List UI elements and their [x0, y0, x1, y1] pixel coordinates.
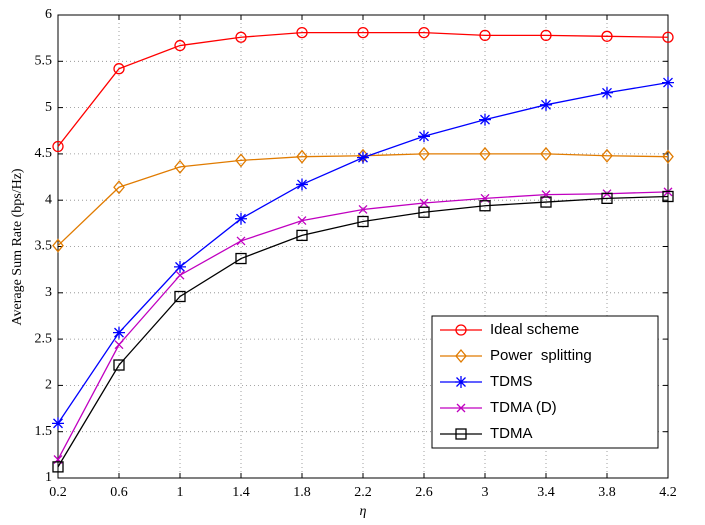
- legend: Ideal scheme Power splitting TDMS TDMA (D) T…: [431, 315, 659, 449]
- marker: [662, 190, 674, 203]
- marker: [418, 130, 430, 143]
- y-tick-label: 6: [45, 7, 52, 22]
- marker: [357, 215, 369, 228]
- marker: [601, 86, 613, 99]
- marker: [601, 148, 613, 163]
- x-tick-label: 0.6: [110, 485, 128, 500]
- marker: [113, 63, 125, 75]
- series-line: [57, 31, 669, 147]
- x-axis-label: η: [360, 504, 367, 519]
- marker: [357, 26, 369, 39]
- marker: [662, 76, 674, 89]
- marker: [113, 180, 125, 195]
- marker: [418, 146, 430, 161]
- marker: [52, 238, 64, 253]
- legend-label: TDMS: [490, 373, 533, 390]
- marker: [540, 98, 552, 111]
- marker: [456, 403, 466, 413]
- marker: [174, 39, 186, 52]
- x-tick-label: 2.6: [415, 485, 433, 500]
- x-tick-label: 1.8: [293, 485, 311, 500]
- marker: [174, 260, 186, 273]
- x-tick-label: 2.2: [354, 485, 372, 500]
- marker: [540, 146, 552, 161]
- marker: [174, 159, 186, 174]
- marker: [479, 113, 491, 126]
- marker: [235, 252, 247, 265]
- marker: [297, 216, 307, 226]
- marker: [296, 229, 308, 242]
- x-tick-label: 1.4: [232, 485, 250, 500]
- y-tick-label: 4: [45, 192, 52, 207]
- x-tick-label: 0.2: [49, 485, 67, 500]
- marker: [52, 417, 64, 430]
- marker: [296, 178, 308, 191]
- marker: [455, 428, 467, 440]
- y-axis-label: Average Sum Rate (bps/Hz): [10, 168, 25, 326]
- marker: [113, 326, 125, 339]
- marker: [662, 31, 674, 43]
- marker: [455, 376, 467, 388]
- plot-frame: [57, 14, 669, 479]
- marker: [455, 324, 467, 336]
- marker: [296, 26, 308, 39]
- marker: [358, 205, 368, 214]
- y-tick-label: 2.5: [35, 331, 53, 346]
- marker: [479, 200, 491, 212]
- y-tick-label: 2: [45, 378, 52, 393]
- legend-label: Ideal scheme: [490, 321, 579, 338]
- marker: [662, 149, 674, 164]
- x-tick-label: 3.4: [537, 485, 555, 500]
- x-tick-label: 1: [177, 485, 184, 500]
- x-tick-label: 3: [482, 485, 489, 500]
- y-tick-label: 3: [45, 285, 52, 300]
- marker: [357, 151, 369, 164]
- y-tick-label: 1.5: [35, 424, 53, 439]
- marker: [601, 30, 613, 42]
- y-tick-label: 5: [45, 100, 52, 115]
- marker: [418, 26, 430, 39]
- marker: [236, 236, 246, 246]
- marker: [296, 149, 308, 164]
- x-tick-label: 3.8: [598, 485, 616, 500]
- marker: [235, 31, 247, 43]
- marker: [113, 359, 125, 371]
- series-line: [57, 195, 669, 468]
- marker: [235, 212, 247, 225]
- y-tick-label: 5.5: [35, 54, 53, 69]
- legend-label: TDMA (D): [490, 399, 557, 416]
- marker: [52, 461, 64, 473]
- legend-label: Power splitting: [490, 347, 592, 364]
- marker: [114, 340, 124, 350]
- x-tick-label: 4.2: [659, 485, 677, 500]
- marker: [540, 29, 552, 42]
- marker: [479, 29, 491, 42]
- marker: [455, 348, 467, 364]
- marker: [479, 146, 491, 161]
- marker: [52, 140, 64, 153]
- y-tick-label: 1: [45, 470, 52, 485]
- marker: [174, 290, 186, 303]
- legend-label: TDMA: [490, 425, 533, 442]
- y-tick-label: 4.5: [35, 146, 53, 161]
- y-tick-label: 3.5: [35, 239, 53, 254]
- marker: [540, 196, 552, 208]
- marker: [175, 270, 185, 280]
- marker: [601, 192, 613, 204]
- marker: [235, 153, 247, 168]
- marker: [419, 198, 429, 208]
- marker: [418, 206, 430, 218]
